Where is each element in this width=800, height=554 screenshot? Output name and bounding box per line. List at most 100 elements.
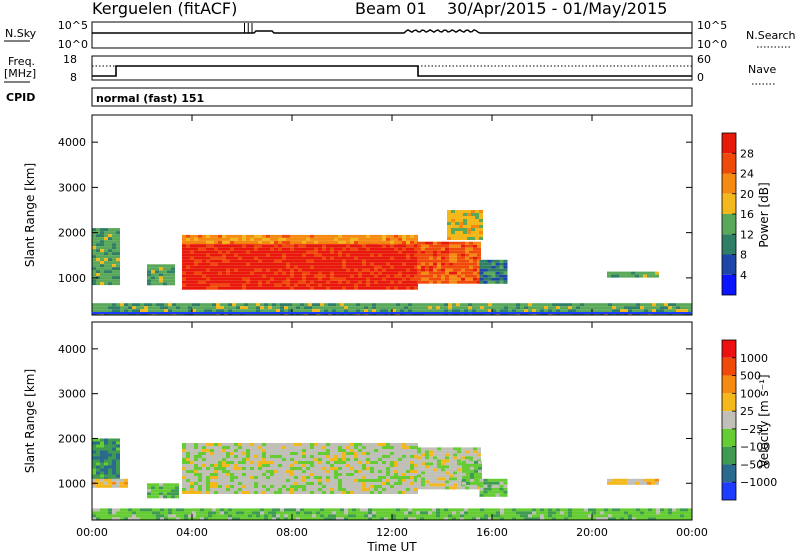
- heatmap-cell: [264, 303, 268, 307]
- heatmap-cell: [262, 256, 266, 260]
- heatmap-cell: [370, 443, 374, 446]
- nsky-trace: [92, 28, 692, 34]
- heatmap-cell: [210, 446, 214, 449]
- heatmap-cell: [240, 303, 244, 307]
- heatmap-cell: [338, 237, 342, 241]
- heatmap-cell: [552, 508, 556, 512]
- heatmap-cell: [417, 247, 421, 251]
- heatmap-cell: [262, 253, 266, 257]
- heatmap-cell: [314, 247, 318, 251]
- heatmap-cell: [222, 458, 226, 461]
- heatmap-cell: [164, 514, 168, 518]
- heatmap-cell: [459, 231, 463, 234]
- heatmap-cell: [400, 511, 404, 515]
- heatmap-cell: [292, 517, 296, 521]
- heatmap-cell: [342, 488, 346, 491]
- heatmap-cell: [270, 286, 274, 290]
- heatmap-cell: [607, 481, 611, 485]
- heatmap-cell: [462, 475, 466, 479]
- heatmap-cell: [372, 508, 376, 512]
- heatmap-cell: [312, 508, 316, 512]
- heatmap-cell: [425, 450, 429, 454]
- heatmap-cell: [116, 508, 120, 512]
- heatmap-cell: [350, 470, 354, 473]
- heatmap-cell: [390, 268, 394, 272]
- heatmap-cell: [350, 247, 354, 251]
- heatmap-cell: [330, 240, 334, 244]
- heatmap-cell: [483, 280, 488, 284]
- heatmap-cell: [262, 461, 266, 464]
- heatmap-cell: [186, 265, 190, 269]
- heatmap-cell: [250, 485, 254, 488]
- heatmap-cell: [444, 517, 448, 521]
- heatmap-cell: [92, 279, 96, 283]
- heatmap-cell: [306, 234, 310, 238]
- heatmap-cell: [190, 237, 194, 241]
- heatmap-cell: [354, 262, 358, 266]
- heatmap-cell: [378, 446, 382, 449]
- heatmap-cell: [250, 253, 254, 257]
- heatmap-cell: [186, 446, 190, 449]
- heatmap-cell: [362, 237, 366, 241]
- heatmap-cell: [616, 303, 620, 307]
- heatmap-cell: [384, 508, 388, 512]
- heatmap-cell: [296, 508, 300, 512]
- heatmap-cell: [358, 488, 362, 491]
- heatmap-cell: [424, 309, 428, 313]
- heatmap-cell: [344, 309, 348, 313]
- heatmap-cell: [462, 478, 466, 482]
- heatmap-cell: [186, 458, 190, 461]
- heatmap-cell: [406, 485, 410, 488]
- heatmap-cell: [112, 282, 116, 286]
- heatmap-cell: [378, 470, 382, 473]
- heatmap-cell: [382, 237, 386, 241]
- heatmap-cell: [344, 514, 348, 518]
- heatmap-cell: [472, 511, 476, 515]
- heatmap-cell: [282, 467, 286, 470]
- heatmap-cell: [421, 253, 425, 257]
- heatmap-cell: [306, 286, 310, 290]
- heatmap-cell: [218, 473, 222, 476]
- colorbar-segment: [722, 340, 736, 358]
- heatmap-cell: [414, 443, 418, 446]
- heatmap-cell: [338, 452, 342, 455]
- heatmap-cell: [398, 262, 402, 266]
- heatmap-cell: [198, 271, 202, 275]
- heatmap-cell: [155, 270, 159, 274]
- heatmap-cell: [147, 264, 151, 268]
- heatmap-cell: [384, 514, 388, 518]
- heatmap-cell: [108, 447, 112, 451]
- heatmap-cell: [246, 274, 250, 278]
- heatmap-cell: [342, 262, 346, 266]
- heatmap-cell: [466, 481, 470, 485]
- heatmap-cell: [182, 479, 186, 482]
- heatmap-cell: [429, 271, 433, 275]
- heatmap-cell: [96, 462, 100, 466]
- heatmap-cell: [346, 455, 350, 458]
- heatmap-cell: [250, 452, 254, 455]
- heatmap-cell: [394, 467, 398, 470]
- heatmap-cell: [421, 465, 425, 469]
- heatmap-cell: [504, 514, 508, 518]
- heatmap-cell: [394, 271, 398, 275]
- heatmap-cell: [100, 267, 104, 271]
- heatmap-cell: [402, 449, 406, 452]
- heatmap-cell: [112, 240, 116, 244]
- heatmap-cell: [270, 234, 274, 238]
- heatmap-cell: [198, 247, 202, 251]
- heatmap-cell: [338, 458, 342, 461]
- heatmap-cell: [404, 309, 408, 313]
- heatmap-cell: [374, 286, 378, 290]
- heatmap-cell: [346, 446, 350, 449]
- heatmap-cell: [258, 277, 262, 281]
- heatmap-cell: [512, 303, 516, 307]
- heatmap-cell: [366, 458, 370, 461]
- heatmap-cell: [378, 286, 382, 290]
- heatmap-cell: [310, 253, 314, 257]
- heatmap-cell: [310, 482, 314, 485]
- heatmap-cell: [628, 517, 632, 521]
- heatmap-cell: [552, 517, 556, 521]
- heatmap-cell: [390, 247, 394, 251]
- heatmap-cell: [151, 492, 155, 496]
- heatmap-cell: [294, 237, 298, 241]
